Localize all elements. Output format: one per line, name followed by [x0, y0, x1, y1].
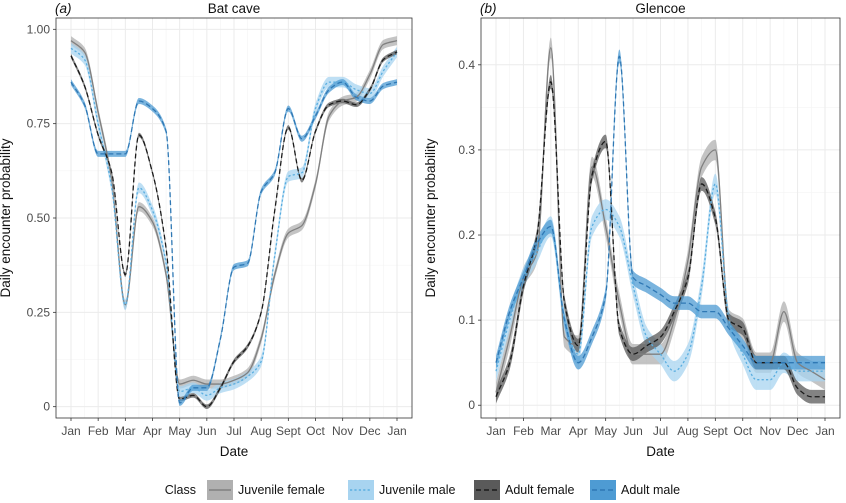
y-tick-label: 0	[43, 400, 50, 414]
x-tick-label: Jun	[197, 424, 216, 438]
x-tick-label: Dec	[787, 424, 808, 438]
y-tick-label: 0.3	[458, 143, 475, 157]
y-tick-label: 0.2	[458, 228, 475, 242]
legend: Class Juvenile female Juvenile male Adult f…	[165, 480, 680, 500]
chart-panel-b: Jan Feb Mar Apr May Jun Jul Aug Sept Oct Nov Dec Jan…	[423, 1, 841, 459]
legend-label: Juvenile male	[379, 483, 455, 497]
x-tick-label: May	[168, 424, 191, 438]
x-tick-label: Nov	[759, 424, 780, 438]
y-tick-label: 0.75	[27, 117, 51, 131]
x-tick-label: Sept	[703, 424, 728, 438]
x-tick-label: Jul	[653, 424, 668, 438]
x-tick-label: Apr	[143, 424, 162, 438]
legend-label: Juvenile female	[238, 483, 325, 497]
x-tick-label: Jan	[815, 424, 834, 438]
x-tick-label: Oct	[733, 424, 752, 438]
panel-title: Bat cave	[208, 1, 261, 16]
x-tick-label: Dec	[359, 424, 380, 438]
series-line-adult-male	[495, 55, 825, 364]
y-axis-title: Daily encounter probability	[0, 138, 13, 297]
x-tick-label: Jul	[226, 424, 241, 438]
x-tick-label: Sept	[276, 424, 301, 438]
x-tick-label: Jan	[486, 424, 505, 438]
y-axis-title: Daily encounter probability	[423, 138, 438, 297]
x-tick-label: Mar	[540, 424, 561, 438]
legend-item-adult-male: Adult male	[590, 480, 680, 500]
x-tick-label: Jun	[623, 424, 642, 438]
panel-tag: (b)	[480, 1, 497, 16]
chart-panel-a: Jan Feb Mar Apr May Jun Jul Aug Sept Oct Nov Dec Jan…	[0, 1, 413, 459]
panel-tag: (a)	[55, 1, 72, 16]
x-axis-title: Date	[646, 444, 675, 459]
series-line-juvenile-male	[70, 47, 398, 397]
legend-label: Adult male	[621, 483, 680, 497]
x-tick-label: Jan	[387, 424, 406, 438]
y-tick-label: 0.25	[27, 305, 51, 319]
x-tick-label: Feb	[513, 424, 534, 438]
y-tick-label: 0.4	[458, 58, 475, 72]
legend-item-juvenile-female: Juvenile female	[207, 480, 325, 500]
series-line-adult-female	[495, 81, 825, 398]
x-tick-label: Nov	[332, 424, 353, 438]
panel-border	[480, 17, 841, 419]
series-line-juvenile-male	[495, 183, 825, 381]
x-tick-label: Aug	[250, 424, 271, 438]
x-tick-label: Jan	[61, 424, 80, 438]
x-tick-label: Mar	[115, 424, 136, 438]
panel-title: Glencoe	[635, 1, 685, 16]
x-tick-label: Apr	[569, 424, 588, 438]
x-tick-label: Feb	[88, 424, 109, 438]
legend-item-juvenile-male: Juvenile male	[348, 480, 455, 500]
x-axis-title: Date	[220, 444, 249, 459]
legend-title: Class	[165, 483, 196, 497]
y-tick-label: 0.1	[458, 313, 475, 327]
y-tick-label: 0	[468, 398, 475, 412]
legend-label: Adult female	[505, 483, 575, 497]
legend-item-adult-female: Adult female	[474, 480, 575, 500]
x-tick-label: Aug	[677, 424, 698, 438]
series-band-adult-female	[496, 75, 825, 404]
x-tick-label: May	[594, 424, 617, 438]
y-tick-label: 1.00	[27, 22, 51, 36]
y-tick-label: 0.50	[27, 211, 51, 225]
series-line-adult-female	[70, 51, 398, 408]
panel-border	[55, 17, 413, 419]
x-tick-label: Oct	[306, 424, 325, 438]
series-line-adult-male	[70, 81, 398, 404]
